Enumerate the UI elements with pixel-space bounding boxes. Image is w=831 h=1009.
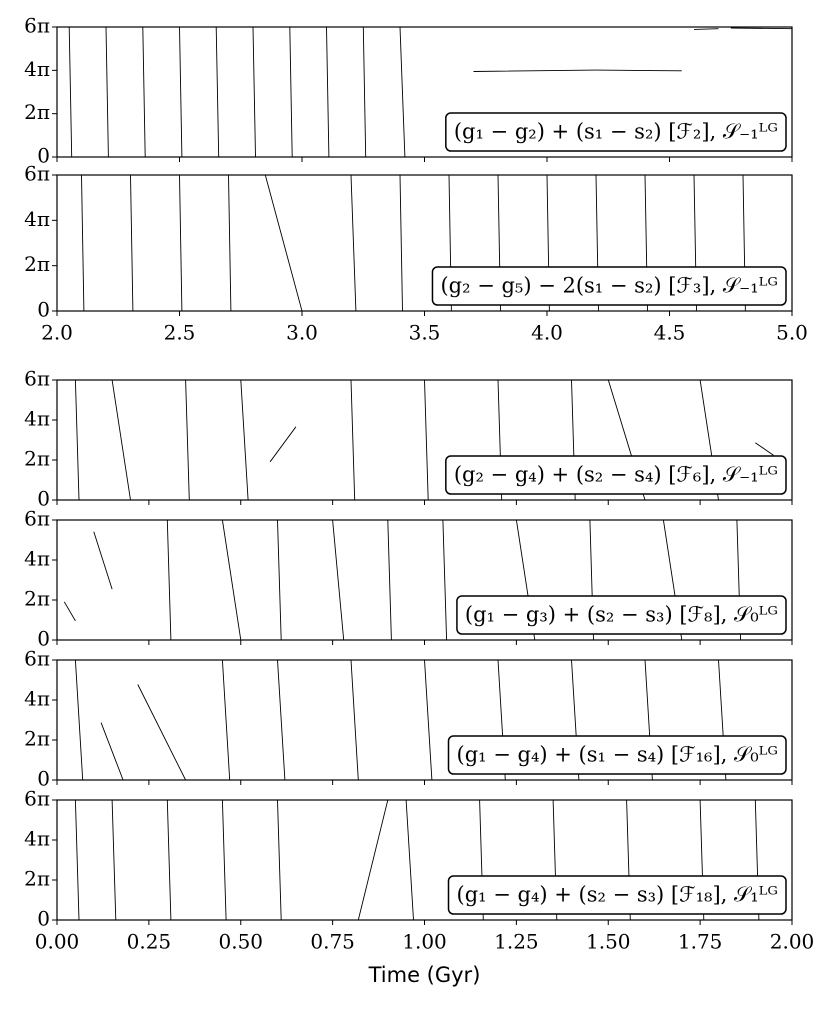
panel-label: (g₂ − g₄) + (s₂ − s₄) [ℱ₆], 𝒮₋₁ᴸᴳ [454, 463, 778, 487]
x-tick-label: 1.75 [678, 930, 723, 954]
phase-line [74, 380, 774, 500]
y-tick-label: 4π [24, 407, 50, 431]
legend-box [447, 735, 787, 775]
x-tick-label: 0.00 [35, 930, 80, 954]
phase-line [74, 800, 760, 920]
plot-area [63, 520, 742, 640]
panel-label: (g₂ − g₅) − 2(s₁ − s₂) [ℱ₃], 𝒮₋₁ᴸᴳ [440, 274, 778, 298]
y-tick-label: 4π [24, 687, 50, 711]
x-tick-label: 4.5 [654, 321, 686, 345]
y-tick-label: 2π [24, 252, 50, 276]
y-tick-label: 2π [24, 727, 50, 751]
plot-area [68, 27, 792, 157]
y-tick-label: 0 [37, 767, 50, 791]
x-tick-label: 2.0 [41, 321, 73, 345]
y-tick-label: 6π [24, 507, 50, 531]
legend-box [445, 455, 787, 495]
x-axis-label: Time (Gyr) [368, 963, 481, 987]
y-tick-label: 6π [24, 367, 50, 391]
y-tick-label: 0 [37, 298, 50, 322]
legend-box [447, 875, 787, 915]
legend-box [445, 112, 787, 152]
y-tick-label: 0 [37, 627, 50, 651]
legend-box [431, 266, 787, 306]
y-tick-label: 6π [24, 647, 50, 671]
x-tick-label: 0.50 [218, 930, 263, 954]
y-tick-label: 4π [24, 207, 50, 231]
x-tick-label: 3.0 [286, 321, 318, 345]
plot-area [74, 800, 760, 920]
y-tick-label: 6π [24, 14, 50, 38]
panel-label: (g₁ − g₄) + (s₂ − s₃) [ℱ₁₈], 𝒮₁ᴸᴳ [457, 883, 779, 907]
x-tick-label: 5.0 [776, 321, 808, 345]
y-tick-label: 4π [24, 57, 50, 81]
x-tick-label: 0.75 [310, 930, 355, 954]
x-tick-label: 1.25 [494, 930, 539, 954]
y-tick-label: 2π [24, 867, 50, 891]
plot-area [74, 380, 774, 500]
x-tick-label: 0.25 [127, 930, 172, 954]
x-tick-label: 2.00 [770, 930, 815, 954]
plot-area [81, 175, 746, 311]
y-tick-label: 6π [24, 787, 50, 811]
y-tick-label: 0 [37, 144, 50, 168]
panel-label: (g₁ − g₂) + (s₁ − s₂) [ℱ₂], 𝒮₋₁ᴸᴳ [454, 120, 778, 144]
y-tick-label: 2π [24, 587, 50, 611]
phase-line [81, 175, 746, 311]
plot-area [74, 660, 727, 780]
x-tick-label: 4.0 [531, 321, 563, 345]
x-tick-label: 1.00 [402, 930, 447, 954]
y-tick-label: 2π [24, 100, 50, 124]
x-tick-label: 3.5 [409, 321, 441, 345]
phase-line [63, 520, 742, 640]
phase-line [68, 27, 792, 157]
y-tick-label: 0 [37, 487, 50, 511]
y-tick-label: 6π [24, 162, 50, 186]
y-tick-label: 4π [24, 827, 50, 851]
y-tick-label: 4π [24, 547, 50, 571]
y-tick-label: 0 [37, 907, 50, 931]
panel-label: (g₁ − g₄) + (s₁ − s₄) [ℱ₁₆], 𝒮₀ᴸᴳ [457, 743, 779, 767]
panel-label: (g₁ − g₃) + (s₂ − s₃) [ℱ₈], 𝒮₀ᴸᴳ [465, 603, 778, 627]
legend-box [456, 595, 787, 635]
x-tick-label: 1.50 [586, 930, 631, 954]
y-tick-label: 2π [24, 447, 50, 471]
phase-line [74, 660, 727, 780]
x-tick-label: 2.5 [164, 321, 196, 345]
